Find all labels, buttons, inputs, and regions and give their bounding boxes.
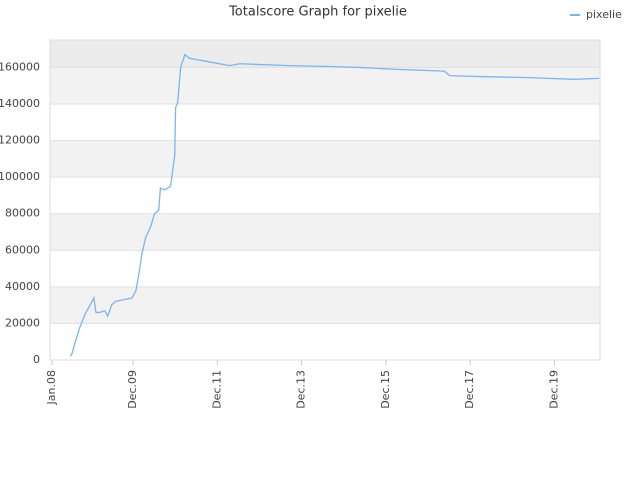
grid-band — [50, 40, 600, 68]
x-tick-label: Dec.09 — [126, 370, 139, 409]
plot-border — [49, 39, 601, 361]
x-tick-label: Dec.19 — [547, 370, 560, 409]
grid-band — [50, 213, 600, 251]
y-tick-label: 40000 — [5, 280, 40, 293]
grid-band — [50, 67, 600, 104]
series-line — [69, 53, 600, 357]
x-tick-label: Dec.13 — [295, 370, 308, 409]
legend-label: pixelie — [586, 8, 622, 21]
x-tick-label: Jan.08 — [45, 370, 58, 405]
x-tick-label: Dec.15 — [379, 370, 392, 409]
grid-band — [50, 140, 600, 178]
x-tick-label: Dec.17 — [463, 370, 476, 409]
grid-band — [50, 286, 600, 324]
y-tick-label: 80000 — [5, 207, 40, 220]
y-tick-label: 100000 — [0, 170, 40, 183]
y-tick-label: 140000 — [0, 97, 40, 110]
y-tick-label: 20000 — [5, 316, 40, 329]
y-tick-label: 0 — [33, 353, 40, 366]
y-tick-label: 160000 — [0, 60, 40, 73]
x-tick-label: Dec.11 — [210, 370, 223, 409]
y-tick-label: 120000 — [0, 134, 40, 147]
chart-title: Totalscore Graph for pixelie — [228, 5, 407, 20]
y-tick-label: 60000 — [5, 243, 40, 256]
